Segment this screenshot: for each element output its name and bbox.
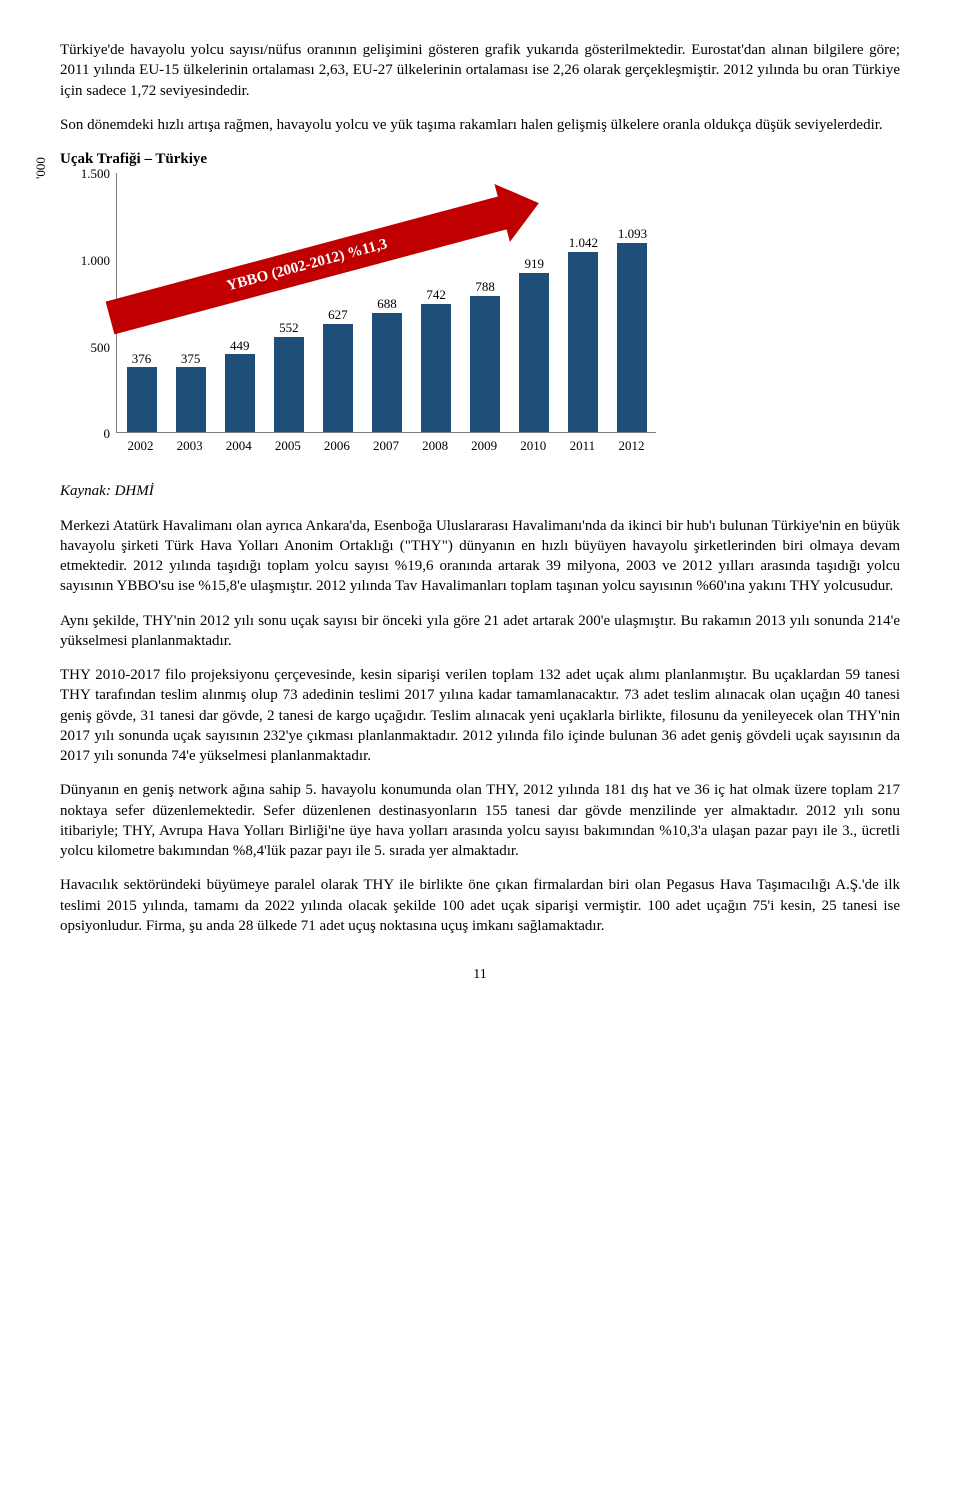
x-tick-label: 2005 — [268, 437, 308, 455]
bar-value-label: 742 — [421, 286, 451, 304]
x-tick-label: 2007 — [366, 437, 406, 455]
x-tick-label: 2002 — [121, 437, 161, 455]
paragraph-6: Dünyanın en geniş network ağına sahip 5.… — [60, 780, 900, 861]
bar-value-label: 688 — [372, 295, 402, 313]
chart: '000 3763754495526276887427889191.0421.0… — [60, 173, 680, 473]
y-tick-label: 1.000 — [70, 252, 110, 270]
bar: 1.042 — [568, 252, 598, 433]
x-tick-label: 2010 — [513, 437, 553, 455]
bar-value-label: 552 — [274, 319, 304, 337]
bar: 375 — [176, 367, 206, 432]
paragraph-4: Aynı şekilde, THY'nin 2012 yılı sonu uça… — [60, 611, 900, 652]
bar-value-label: 375 — [176, 350, 206, 368]
x-tick-label: 2003 — [170, 437, 210, 455]
bar: 742 — [421, 304, 451, 433]
paragraph-2: Son dönemdeki hızlı artışa rağmen, havay… — [60, 115, 900, 135]
plot-area: 376 375 449 552 627 688 742 788 919 1.042 1.093 — [116, 173, 656, 433]
x-tick-label: 2012 — [611, 437, 651, 455]
y-tick-label: 500 — [70, 339, 110, 357]
x-tick-label: 2006 — [317, 437, 357, 455]
bar: 788 — [470, 296, 500, 433]
y-tick-label: 0 — [70, 425, 110, 443]
paragraph-3: Merkezi Atatürk Havalimanı olan ayrıca A… — [60, 516, 900, 597]
paragraph-7: Havacılık sektöründeki büyümeye paralel … — [60, 875, 900, 936]
bar: 627 — [323, 324, 353, 433]
x-tick-label: 2004 — [219, 437, 259, 455]
y-axis-unit: '000 — [32, 157, 50, 179]
bar: 376 — [127, 367, 157, 432]
bar-value-label: 627 — [323, 306, 353, 324]
chart-title: Uçak Trafiği – Türkiye — [60, 149, 900, 169]
bar-value-label: 449 — [225, 337, 255, 355]
x-tick-label: 2011 — [562, 437, 602, 455]
paragraph-5: THY 2010-2017 filo projeksiyonu çerçeves… — [60, 665, 900, 766]
x-tick-label: 2009 — [464, 437, 504, 455]
bar: 552 — [274, 337, 304, 433]
bar-value-label: 1.093 — [617, 225, 647, 243]
bar: 919 — [519, 273, 549, 432]
bar: 688 — [372, 313, 402, 432]
bar: 449 — [225, 354, 255, 432]
page-number: 11 — [60, 966, 900, 985]
bar-value-label: 788 — [470, 278, 500, 296]
bar: 1.093 — [617, 243, 647, 432]
y-tick-label: 1.500 — [70, 165, 110, 183]
bar-value-label: 919 — [519, 255, 549, 273]
bar-value-label: 376 — [127, 350, 157, 368]
chart-source: Kaynak: DHMİ — [60, 481, 900, 501]
x-tick-label: 2008 — [415, 437, 455, 455]
bar-value-label: 1.042 — [568, 234, 598, 252]
paragraph-1: Türkiye'de havayolu yolcu sayısı/nüfus o… — [60, 40, 900, 101]
